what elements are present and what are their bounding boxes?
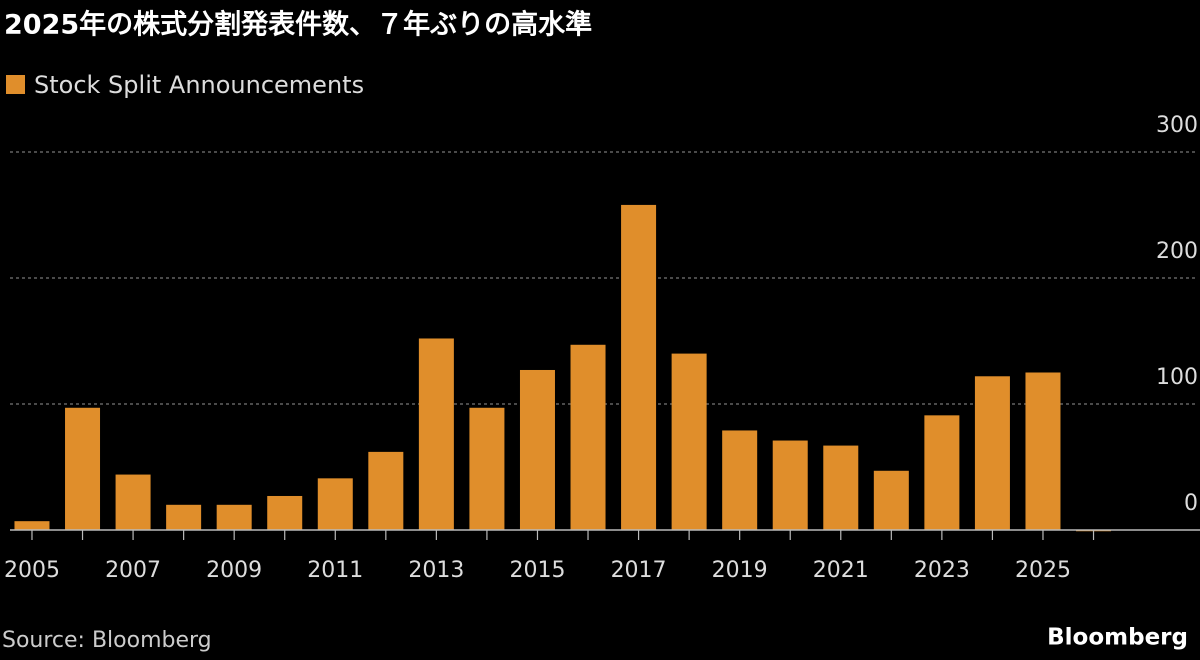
- bar: [621, 204, 657, 531]
- x-tick-label: 2011: [307, 558, 363, 583]
- x-tick-label: 2019: [712, 558, 768, 583]
- y-tick-label: 200: [1156, 239, 1198, 264]
- x-tick-label: 2017: [611, 558, 667, 583]
- bar: [368, 451, 404, 530]
- bar: [115, 474, 151, 530]
- chart-title: 2025年の株式分割発表件数、７年ぶりの高水準: [4, 9, 592, 41]
- bar: [418, 338, 454, 530]
- x-tick-label: 2021: [813, 558, 869, 583]
- bar: [519, 369, 555, 530]
- bar: [671, 353, 707, 530]
- bar: [267, 495, 303, 530]
- y-tick-label: 100: [1156, 365, 1198, 390]
- y-tick-label: 300: [1156, 113, 1198, 138]
- bar: [823, 445, 859, 530]
- bar: [14, 521, 50, 530]
- bar: [974, 376, 1010, 530]
- bar: [166, 504, 202, 530]
- brand-logo: Bloomberg: [1047, 625, 1188, 651]
- bar: [924, 415, 960, 530]
- legend-swatch: [6, 75, 25, 94]
- bar: [65, 407, 101, 530]
- bar: [317, 478, 353, 530]
- x-tick-label: 2023: [914, 558, 970, 583]
- x-tick-label: 2013: [408, 558, 464, 583]
- bar: [1025, 372, 1061, 530]
- bar: [469, 407, 505, 530]
- bar: [772, 440, 808, 530]
- x-tick-label: 2025: [1015, 558, 1071, 583]
- y-tick-label: 0: [1184, 491, 1198, 516]
- x-tick-label: 2015: [509, 558, 565, 583]
- x-tick-label: 2007: [105, 558, 161, 583]
- x-tick-label: 2009: [206, 558, 262, 583]
- source: Source: Bloomberg: [2, 628, 212, 653]
- legend-label: Stock Split Announcements: [34, 71, 364, 99]
- bar: [873, 470, 909, 530]
- bar: [216, 504, 252, 530]
- bar: [722, 430, 758, 530]
- bar: [570, 344, 606, 530]
- x-tick-label: 2005: [4, 558, 60, 583]
